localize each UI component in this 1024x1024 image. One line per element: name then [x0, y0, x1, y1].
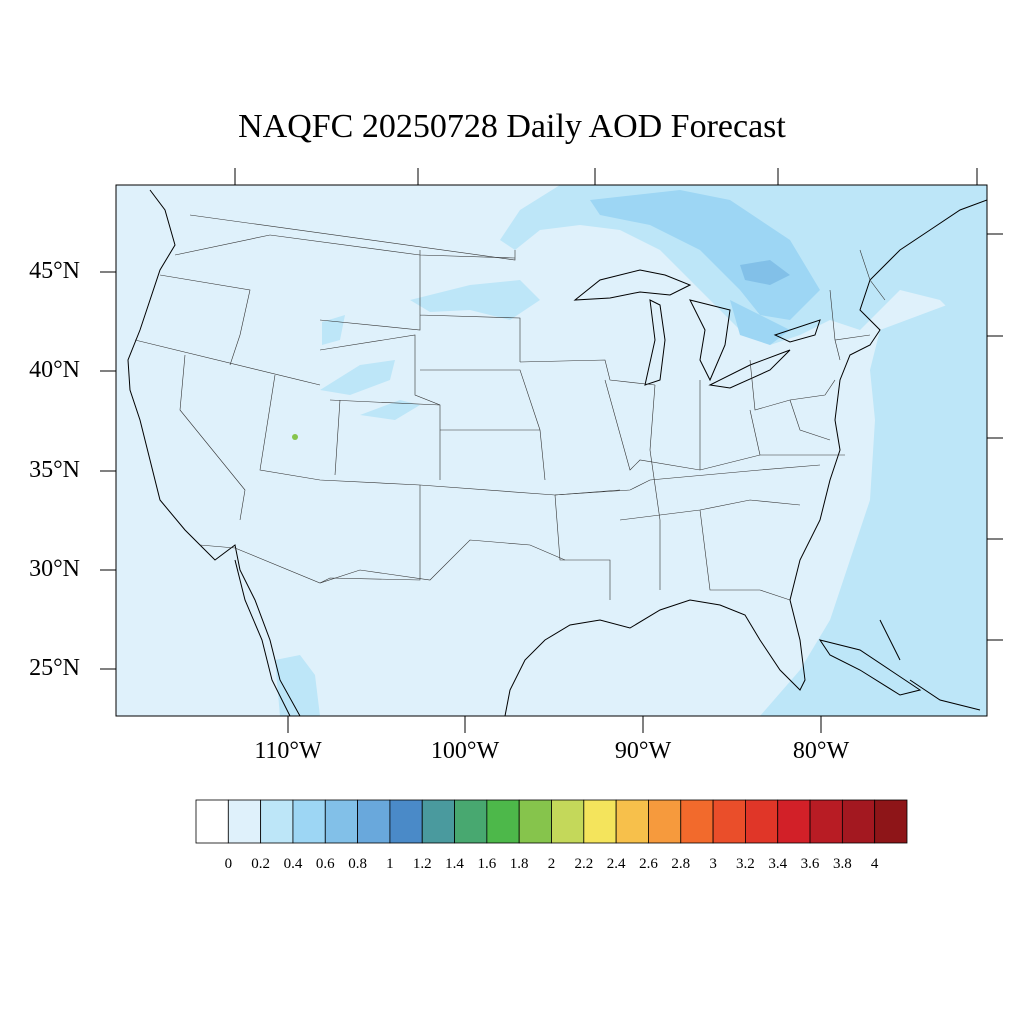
aod-plume-colorado	[320, 360, 395, 395]
great-lakes-erie	[708, 349, 791, 389]
lat-label-25: 25°N	[29, 655, 80, 681]
colorbar-tick-label: 0	[224, 856, 233, 872]
map-frame	[115, 184, 988, 717]
lat-label-35: 35°N	[29, 457, 80, 483]
lon-label-90w: 90°W	[614, 738, 672, 764]
us-gulf-coast	[504, 199, 987, 716]
colorbar-tick-label: 2.4	[606, 856, 626, 872]
lon-label-110w: 110°W	[254, 738, 322, 764]
colorbar-tick-label: 3.8	[832, 856, 852, 872]
colorbar-tick-label: 2.2	[574, 856, 594, 872]
colorbar-tick-label: 1.6	[477, 856, 497, 872]
colorbar-tick-label: 0.8	[348, 856, 367, 872]
great-lakes-michigan	[644, 299, 666, 386]
aod-plume-baja	[275, 655, 320, 716]
colorbar-tick-label: 2.6	[639, 856, 658, 872]
great-lakes-superior	[573, 269, 692, 301]
colorbar-tick-label: 0.4	[283, 856, 303, 872]
aod-plume-northplains	[410, 280, 540, 320]
lat-label-30: 30°N	[29, 556, 80, 582]
colorbar-tick-label: 4	[870, 856, 879, 872]
colorbar-tick-label: 2.8	[671, 856, 691, 872]
colorbar-tick-label: 3	[709, 856, 717, 872]
axis-ticks	[100, 168, 1003, 733]
map-title: NAQFC 20250728 Daily AOD Forecast	[238, 108, 786, 145]
colorbar-tick-label: 2	[547, 856, 556, 872]
us-west-coast	[127, 189, 301, 716]
lat-label-45: 45°N	[29, 258, 80, 284]
aod-plume-layer-high	[590, 190, 820, 345]
lat-label-40: 40°N	[29, 357, 80, 383]
aod-plume-colorado2	[360, 400, 420, 420]
colorbar-tick-label: 3.6	[800, 856, 820, 872]
lon-label-80w: 80°W	[792, 738, 850, 764]
colorbar-tick-label: 1.4	[445, 856, 464, 872]
colorbar-tick-label: 1	[386, 856, 394, 872]
colorbar-tick-label: 0.6	[315, 856, 335, 872]
aod-hotspot-utah	[292, 434, 298, 440]
coastlines	[127, 189, 987, 716]
bahamas	[879, 619, 981, 711]
colorbar-tick-label: 3.4	[768, 856, 788, 872]
lon-label-100w: 100°W	[430, 738, 500, 764]
colorbar-tick-label: 3.2	[736, 856, 755, 872]
baja-peninsula	[234, 559, 291, 716]
cuba	[818, 639, 922, 696]
colorbar-tick-label: 1.8	[509, 856, 529, 872]
aod-plume-layer-peak	[740, 260, 790, 285]
great-lakes-ontario	[773, 319, 821, 343]
aod-plume-ohio	[730, 300, 790, 345]
colorbar-tick-label: 1.2	[412, 856, 432, 872]
aod-plume-canada-core	[590, 190, 820, 320]
aod-plume-wyoming	[322, 315, 345, 345]
colorbar-tick-label: 0.2	[251, 856, 270, 872]
great-lakes-huron	[689, 299, 731, 382]
state-boundaries	[134, 214, 886, 601]
aod-plume-canada-peak	[740, 260, 790, 285]
aod-plume-atlantic	[760, 290, 987, 716]
